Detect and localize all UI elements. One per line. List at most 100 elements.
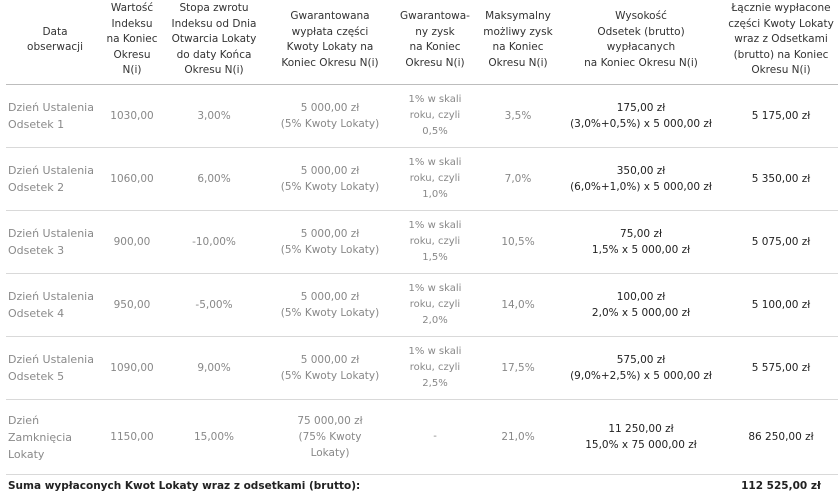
cell-line: Dzień Ustalenia	[8, 225, 102, 242]
cell-line: Okresu N(i)	[726, 63, 836, 79]
cell-line: 1,0%	[394, 187, 476, 203]
cell-line: (5% Kwoty Lokaty)	[270, 179, 390, 195]
cell-line: wypłata części	[270, 25, 390, 41]
cell-line: roku, czyli	[394, 360, 476, 376]
cell-line: Kwoty Lokaty na	[270, 40, 390, 56]
cell-max-gain: 3,5%	[478, 85, 558, 148]
cell-line: Gwarantowa-	[394, 9, 476, 25]
cell-line: Dzień Ustalenia	[8, 351, 102, 368]
cell-return: 9,00%	[160, 337, 268, 400]
cell-line: 575,00 zł	[560, 352, 722, 368]
sum-row: Suma wypłaconych Kwot Lokaty wraz z odse…	[6, 475, 838, 497]
cell-max-gain: 10,5%	[478, 211, 558, 274]
cell-line: wypłacanych	[560, 40, 722, 56]
cell-line: Lokaty)	[270, 445, 390, 461]
cell-line: możliwy zysk	[480, 25, 556, 41]
cell-line: 5 000,00 zł	[270, 226, 390, 242]
cell-line: (5% Kwoty Lokaty)	[270, 368, 390, 384]
cell-line: Dzień Ustalenia	[8, 288, 102, 305]
cell-line: Odsetek 2	[8, 179, 102, 196]
cell-line: (9,0%+2,5%) x 5 000,00 zł	[560, 368, 722, 384]
cell-return: -10,00%	[160, 211, 268, 274]
cell-line: Okresu	[106, 48, 158, 64]
cell-line: ny zysk	[394, 25, 476, 41]
cell-line: (3,0%+0,5%) x 5 000,00 zł	[560, 116, 722, 132]
cell-line: Okresu N(i)	[162, 63, 266, 79]
cell-line: Maksymalny	[480, 9, 556, 25]
cell-line: (5% Kwoty Lokaty)	[270, 242, 390, 258]
cell-line: (5% Kwoty Lokaty)	[270, 305, 390, 321]
cell-line: -	[394, 429, 476, 445]
cell-line: 1% w skali	[394, 92, 476, 108]
cell-line: 1,5%	[394, 250, 476, 266]
cell-guaranteed-payout: 5 000,00 zł(5% Kwoty Lokaty)	[268, 274, 392, 337]
cell-guaranteed-payout: 5 000,00 zł(5% Kwoty Lokaty)	[268, 148, 392, 211]
cell-index: 1060,00	[104, 148, 160, 211]
cell-line: roku, czyli	[394, 171, 476, 187]
cell-guaranteed-gain: -	[392, 400, 478, 475]
cell-return: 3,00%	[160, 85, 268, 148]
cell-line: Gwarantowana	[270, 9, 390, 25]
cell-total: 5 350,00 zł	[724, 148, 838, 211]
cell-line: roku, czyli	[394, 297, 476, 313]
cell-total: 86 250,00 zł	[724, 400, 838, 475]
cell-line: do daty Końca	[162, 48, 266, 64]
cell-interest: 350,00 zł(6,0%+1,0%) x 5 000,00 zł	[558, 148, 724, 211]
cell-line: Dzień Ustalenia	[8, 162, 102, 179]
cell-index: 900,00	[104, 211, 160, 274]
cell-index: 950,00	[104, 274, 160, 337]
sum-value: 112 525,00 zł	[724, 475, 838, 497]
cell-line: (75% Kwoty	[270, 429, 390, 445]
cell-line: 2,5%	[394, 376, 476, 392]
cell-line: (5% Kwoty Lokaty)	[270, 116, 390, 132]
cell-line: obserwacji	[8, 40, 102, 56]
cell-line: roku, czyli	[394, 234, 476, 250]
sum-label: Suma wypłaconych Kwot Lokaty wraz z odse…	[6, 475, 724, 497]
cell-return: -5,00%	[160, 274, 268, 337]
cell-line: Wartość	[106, 1, 158, 17]
cell-total: 5 575,00 zł	[724, 337, 838, 400]
cell-guaranteed-payout: 5 000,00 zł(5% Kwoty Lokaty)	[268, 85, 392, 148]
cell-line: Koniec Okresu N(i)	[270, 56, 390, 72]
cell-line: Dzień Zamknięcia	[8, 412, 102, 446]
cell-max-gain: 21,0%	[478, 400, 558, 475]
cell-line: 75,00 zł	[560, 226, 722, 242]
cell-max-gain: 17,5%	[478, 337, 558, 400]
cell-line: 0,5%	[394, 124, 476, 140]
cell-return: 6,00%	[160, 148, 268, 211]
cell-line: Otwarcia Lokaty	[162, 32, 266, 48]
cell-line: 1,5% x 5 000,00 zł	[560, 242, 722, 258]
cell-line: 5 000,00 zł	[270, 100, 390, 116]
cell-line: Wysokość	[560, 9, 722, 25]
cell-line: 11 250,00 zł	[560, 421, 722, 437]
cell-line: 5 000,00 zł	[270, 163, 390, 179]
cell-index: 1150,00	[104, 400, 160, 475]
cell-line: Odsetek 5	[8, 368, 102, 385]
cell-line: Odsetek 4	[8, 305, 102, 322]
cell-line: 75 000,00 zł	[270, 413, 390, 429]
cell-line: (6,0%+1,0%) x 5 000,00 zł	[560, 179, 722, 195]
